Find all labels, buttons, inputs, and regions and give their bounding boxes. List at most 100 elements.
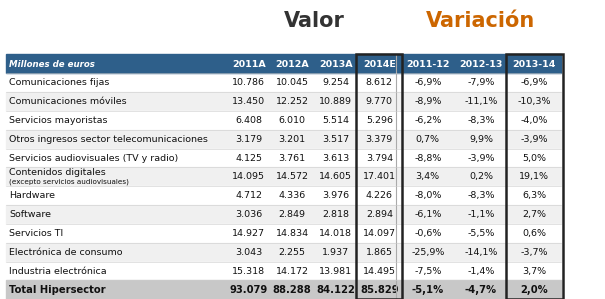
Bar bbox=[6, 262, 561, 280]
Text: 9,9%: 9,9% bbox=[469, 135, 493, 144]
Text: 9.770: 9.770 bbox=[366, 97, 393, 106]
Text: Industria electrónica: Industria electrónica bbox=[9, 266, 106, 276]
Text: -3,9%: -3,9% bbox=[520, 135, 548, 144]
Text: -3,9%: -3,9% bbox=[467, 153, 495, 163]
Text: 6.408: 6.408 bbox=[235, 116, 262, 125]
Text: 4.336: 4.336 bbox=[278, 191, 306, 200]
Text: 6,3%: 6,3% bbox=[522, 191, 546, 200]
Text: 14.097: 14.097 bbox=[363, 229, 396, 238]
Text: Total Hipersector: Total Hipersector bbox=[9, 285, 106, 295]
Text: Variación: Variación bbox=[427, 11, 535, 31]
Text: -0,6%: -0,6% bbox=[414, 229, 442, 238]
Text: 6.010: 6.010 bbox=[279, 116, 306, 125]
Text: 12.252: 12.252 bbox=[276, 97, 309, 106]
Text: Comunicaciones fijas: Comunicaciones fijas bbox=[9, 78, 110, 87]
Text: -6,9%: -6,9% bbox=[414, 78, 442, 87]
Text: 85.829: 85.829 bbox=[360, 285, 399, 295]
Text: 2011-12: 2011-12 bbox=[406, 60, 450, 69]
Text: 9.254: 9.254 bbox=[322, 78, 349, 87]
Text: 2,0%: 2,0% bbox=[520, 285, 548, 295]
Text: 10.889: 10.889 bbox=[319, 97, 352, 106]
Text: -8,0%: -8,0% bbox=[414, 191, 442, 200]
Text: 8.612: 8.612 bbox=[366, 78, 393, 87]
Text: 1.865: 1.865 bbox=[366, 248, 393, 257]
Text: -8,9%: -8,9% bbox=[414, 97, 442, 106]
Bar bbox=[6, 243, 561, 262]
Text: Contenidos digitales: Contenidos digitales bbox=[9, 168, 106, 177]
Text: -3,7%: -3,7% bbox=[520, 248, 548, 257]
Text: 0,2%: 0,2% bbox=[469, 172, 493, 181]
Text: Valor: Valor bbox=[284, 11, 344, 31]
Text: 14.927: 14.927 bbox=[232, 229, 265, 238]
Bar bbox=[6, 111, 561, 130]
Text: -1,4%: -1,4% bbox=[467, 266, 495, 276]
Text: -10,3%: -10,3% bbox=[517, 97, 551, 106]
Text: 5.514: 5.514 bbox=[322, 116, 349, 125]
Text: 2.255: 2.255 bbox=[279, 248, 306, 257]
Bar bbox=[6, 167, 561, 186]
Text: 0,7%: 0,7% bbox=[416, 135, 440, 144]
Text: 3.201: 3.201 bbox=[279, 135, 306, 144]
Text: 2,7%: 2,7% bbox=[522, 210, 546, 219]
Text: 10.786: 10.786 bbox=[232, 78, 265, 87]
Bar bbox=[6, 92, 561, 111]
Text: 5.296: 5.296 bbox=[366, 116, 393, 125]
Text: 13.450: 13.450 bbox=[232, 97, 265, 106]
Text: 3.179: 3.179 bbox=[235, 135, 262, 144]
Text: 4.712: 4.712 bbox=[235, 191, 262, 200]
Text: 13.981: 13.981 bbox=[319, 266, 352, 276]
Bar bbox=[6, 130, 561, 149]
Bar bbox=[6, 73, 561, 92]
Text: 84.122: 84.122 bbox=[316, 285, 355, 295]
Text: 93.079: 93.079 bbox=[229, 285, 268, 295]
Text: Comunicaciones móviles: Comunicaciones móviles bbox=[9, 97, 126, 106]
Text: Electrónica de consumo: Electrónica de consumo bbox=[9, 248, 123, 257]
Text: Millones de euros: Millones de euros bbox=[9, 60, 95, 69]
Text: 2.818: 2.818 bbox=[322, 210, 349, 219]
Text: 4.226: 4.226 bbox=[366, 191, 393, 200]
Text: 14.018: 14.018 bbox=[319, 229, 352, 238]
Text: Servicios audiovisuales (TV y radio): Servicios audiovisuales (TV y radio) bbox=[9, 153, 178, 163]
Text: 1.937: 1.937 bbox=[322, 248, 349, 257]
Text: 3.761: 3.761 bbox=[279, 153, 306, 163]
Text: 14.495: 14.495 bbox=[363, 266, 396, 276]
Bar bbox=[356, 54, 402, 299]
Text: 3.043: 3.043 bbox=[235, 248, 263, 257]
Text: 3.379: 3.379 bbox=[365, 135, 393, 144]
Text: -8,3%: -8,3% bbox=[467, 116, 495, 125]
Text: 14.095: 14.095 bbox=[232, 172, 265, 181]
Bar bbox=[506, 54, 563, 299]
Text: -5,5%: -5,5% bbox=[467, 229, 495, 238]
Text: 14.572: 14.572 bbox=[276, 172, 309, 181]
Text: 3,4%: 3,4% bbox=[416, 172, 440, 181]
Text: 10.045: 10.045 bbox=[276, 78, 309, 87]
Text: -7,5%: -7,5% bbox=[414, 266, 442, 276]
Bar bbox=[6, 280, 561, 299]
Bar bbox=[6, 186, 561, 205]
Text: -4,0%: -4,0% bbox=[520, 116, 548, 125]
Bar bbox=[6, 205, 561, 224]
Text: 2012A: 2012A bbox=[275, 60, 309, 69]
Text: Hardware: Hardware bbox=[9, 191, 55, 200]
Text: -6,9%: -6,9% bbox=[520, 78, 548, 87]
Text: -6,1%: -6,1% bbox=[414, 210, 442, 219]
Text: Servicios mayoristas: Servicios mayoristas bbox=[9, 116, 108, 125]
Text: 3.517: 3.517 bbox=[322, 135, 349, 144]
Text: -6,2%: -6,2% bbox=[414, 116, 442, 125]
Text: 4.125: 4.125 bbox=[235, 153, 262, 163]
Text: 2.894: 2.894 bbox=[366, 210, 393, 219]
Text: 2011A: 2011A bbox=[232, 60, 266, 69]
Text: -5,1%: -5,1% bbox=[411, 285, 444, 295]
Text: -4,7%: -4,7% bbox=[465, 285, 497, 295]
Bar bbox=[6, 224, 561, 243]
Text: 2012-13: 2012-13 bbox=[459, 60, 503, 69]
Text: 17.401: 17.401 bbox=[363, 172, 396, 181]
Text: -14,1%: -14,1% bbox=[464, 248, 498, 257]
Text: 3.794: 3.794 bbox=[366, 153, 393, 163]
Text: 2.849: 2.849 bbox=[279, 210, 306, 219]
Text: 3.036: 3.036 bbox=[235, 210, 263, 219]
Text: 3.976: 3.976 bbox=[322, 191, 349, 200]
Text: 5,0%: 5,0% bbox=[522, 153, 546, 163]
Text: 88.288: 88.288 bbox=[273, 285, 312, 295]
Text: -7,9%: -7,9% bbox=[467, 78, 495, 87]
